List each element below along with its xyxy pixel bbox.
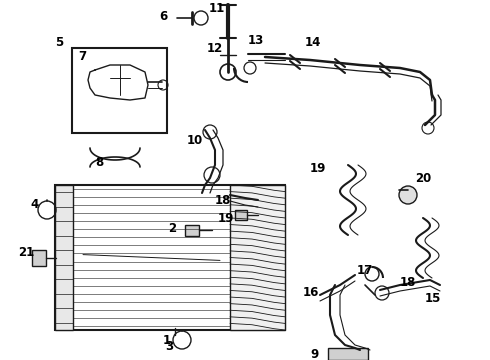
Text: 19: 19 bbox=[310, 162, 326, 175]
Bar bbox=[55, 185, 285, 330]
Text: 13: 13 bbox=[248, 33, 264, 46]
Text: 19: 19 bbox=[218, 211, 234, 225]
Text: 7: 7 bbox=[78, 50, 86, 63]
Text: 1: 1 bbox=[163, 333, 171, 346]
Text: 20: 20 bbox=[415, 171, 431, 184]
Bar bbox=[55, 185, 73, 330]
Text: 21: 21 bbox=[18, 246, 34, 258]
Text: 9: 9 bbox=[310, 348, 318, 360]
Text: 16: 16 bbox=[303, 287, 319, 300]
Text: 18: 18 bbox=[215, 194, 231, 207]
Text: 6: 6 bbox=[159, 9, 167, 22]
Text: 8: 8 bbox=[95, 156, 103, 168]
Text: 12: 12 bbox=[207, 41, 223, 54]
Bar bbox=[72, 48, 167, 133]
Text: 15: 15 bbox=[425, 292, 441, 305]
Circle shape bbox=[399, 186, 417, 204]
Bar bbox=[235, 210, 247, 220]
Bar bbox=[230, 185, 285, 330]
Bar bbox=[185, 225, 199, 236]
Text: 10: 10 bbox=[187, 134, 203, 147]
Text: 14: 14 bbox=[305, 36, 321, 49]
Text: 4: 4 bbox=[30, 198, 38, 211]
Text: 3: 3 bbox=[165, 339, 173, 352]
Bar bbox=[32, 250, 46, 266]
Bar bbox=[328, 348, 368, 360]
Text: 17: 17 bbox=[357, 265, 373, 278]
Text: 18: 18 bbox=[400, 275, 416, 288]
Text: 11: 11 bbox=[209, 1, 225, 14]
Text: 5: 5 bbox=[55, 36, 63, 49]
Text: 2: 2 bbox=[168, 221, 176, 234]
